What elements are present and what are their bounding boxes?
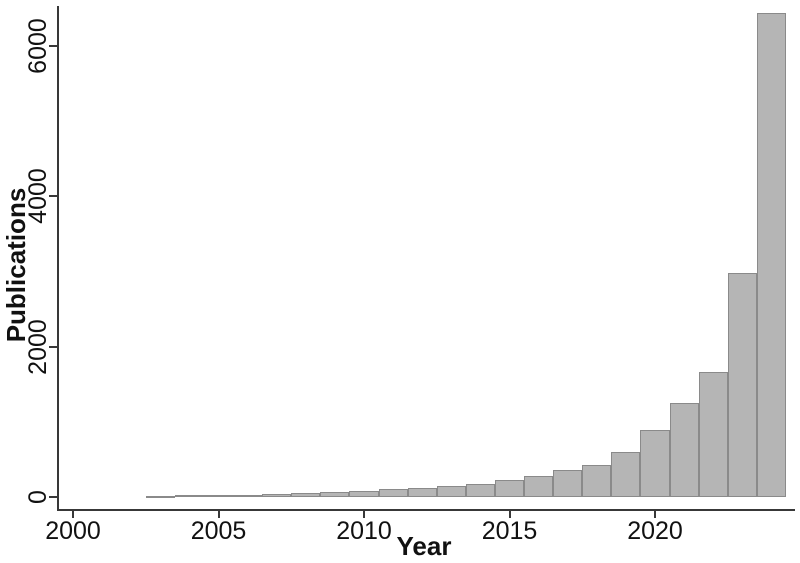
y-tick	[49, 195, 57, 197]
y-tick-label: 6000	[24, 17, 52, 74]
bar-2020	[640, 430, 670, 497]
bar-2005	[203, 495, 234, 498]
bar-2009	[320, 491, 350, 497]
bar-2016	[524, 475, 554, 497]
bar-2021	[669, 402, 699, 497]
bar-2011	[378, 489, 408, 497]
bar-2024	[756, 13, 786, 497]
x-axis-line	[57, 509, 795, 511]
bar-2003	[145, 495, 175, 498]
bar-2007	[262, 493, 292, 497]
bar-2014	[465, 484, 495, 497]
x-tick	[654, 511, 656, 518]
bar-2022	[698, 372, 728, 497]
bar-2017	[553, 470, 583, 497]
x-tick	[508, 511, 511, 518]
bar-2015	[494, 479, 525, 497]
bar-2018	[582, 465, 612, 497]
y-tick	[49, 345, 57, 348]
bar-2012	[407, 487, 437, 497]
x-tick-label: 2000	[45, 517, 101, 545]
x-tick-label: 2015	[481, 517, 538, 545]
x-tick	[217, 511, 220, 518]
y-axis-line	[57, 6, 59, 510]
x-tick-label: 2010	[336, 517, 392, 545]
bar-2006	[233, 494, 263, 497]
bar-2023	[727, 272, 757, 497]
y-tick	[49, 44, 57, 47]
x-axis-title: Year	[396, 531, 452, 561]
x-tick-label: 2020	[627, 517, 683, 545]
y-axis-title: Publications	[1, 187, 31, 343]
bar-2010	[349, 490, 379, 497]
bar-2013	[436, 486, 466, 497]
bar-2004	[174, 495, 204, 498]
y-tick	[49, 496, 57, 498]
bar-2019	[611, 451, 641, 497]
bar-2008	[291, 492, 321, 497]
x-tick-label: 2005	[190, 517, 247, 545]
x-tick	[363, 511, 365, 518]
x-tick	[72, 511, 74, 518]
